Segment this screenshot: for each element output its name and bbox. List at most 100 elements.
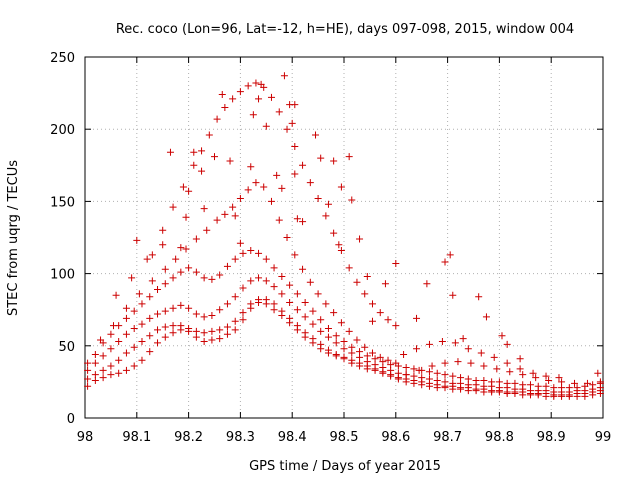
data-point xyxy=(368,300,376,308)
data-point xyxy=(441,371,449,379)
data-point xyxy=(99,374,107,382)
data-point xyxy=(146,332,154,340)
data-point xyxy=(84,382,92,390)
data-point xyxy=(425,340,433,348)
series-track-5 xyxy=(97,179,400,367)
data-point xyxy=(115,369,123,377)
y-tick-label: 100 xyxy=(50,268,75,283)
data-point xyxy=(441,258,449,266)
data-point xyxy=(179,183,187,191)
data-point xyxy=(545,376,553,384)
data-point xyxy=(177,322,185,330)
data-point xyxy=(216,326,224,334)
data-point xyxy=(309,320,317,328)
data-point xyxy=(216,271,224,279)
data-point xyxy=(169,274,177,282)
data-point xyxy=(130,343,138,351)
data-point xyxy=(130,324,138,332)
data-point xyxy=(138,320,146,328)
data-point xyxy=(371,355,379,363)
data-point xyxy=(128,274,136,282)
data-point xyxy=(309,335,317,343)
data-point xyxy=(146,293,154,301)
data-point xyxy=(309,307,317,315)
data-point xyxy=(169,322,177,330)
x-axis-label: GPS time / Days of year 2015 xyxy=(249,459,441,474)
data-point xyxy=(192,235,200,243)
data-point xyxy=(84,359,92,367)
data-point xyxy=(270,300,278,308)
data-point xyxy=(368,317,376,325)
data-point xyxy=(286,281,294,289)
data-point xyxy=(306,179,314,187)
data-point xyxy=(177,301,185,309)
series-track-7 xyxy=(400,337,563,382)
data-point xyxy=(506,368,514,376)
x-tick-label: 98.4 xyxy=(278,430,307,445)
y-tick-label: 0 xyxy=(67,412,75,427)
data-point xyxy=(345,153,353,161)
data-point xyxy=(239,284,247,292)
data-point xyxy=(278,307,286,315)
data-point xyxy=(154,326,162,334)
data-point xyxy=(314,195,322,203)
data-point xyxy=(267,197,275,205)
data-point xyxy=(291,101,299,109)
data-point xyxy=(317,316,325,324)
data-point xyxy=(244,82,252,90)
data-point xyxy=(200,274,208,282)
data-point xyxy=(477,349,485,357)
data-point xyxy=(200,313,208,321)
data-point xyxy=(542,382,550,390)
data-point xyxy=(273,171,281,179)
data-point xyxy=(425,368,433,376)
data-point xyxy=(565,384,573,392)
data-point xyxy=(154,339,162,347)
data-point xyxy=(231,293,239,301)
data-point xyxy=(337,319,345,327)
y-tick-label: 250 xyxy=(50,51,75,66)
data-point xyxy=(384,316,392,324)
data-point xyxy=(278,184,286,192)
data-point xyxy=(441,359,449,367)
series-track-4 xyxy=(84,246,604,392)
data-point xyxy=(122,314,130,322)
data-point xyxy=(97,336,105,344)
data-point xyxy=(205,131,213,139)
data-point xyxy=(286,314,294,322)
data-point xyxy=(270,283,278,291)
data-point xyxy=(185,324,193,332)
data-point xyxy=(480,362,488,370)
data-point xyxy=(107,362,115,370)
data-point xyxy=(107,371,115,379)
data-point xyxy=(262,122,270,130)
data-point xyxy=(516,355,524,363)
data-point xyxy=(200,205,208,213)
data-point xyxy=(231,255,239,263)
data-point xyxy=(340,353,348,361)
data-point xyxy=(148,251,156,259)
data-point xyxy=(223,262,231,270)
data-point xyxy=(262,255,270,263)
data-point xyxy=(229,95,237,103)
data-point xyxy=(348,356,356,364)
data-point xyxy=(353,336,361,344)
data-point xyxy=(322,300,330,308)
data-point xyxy=(275,108,283,116)
data-point xyxy=(433,376,441,384)
data-point xyxy=(312,131,320,139)
data-point xyxy=(198,167,206,175)
data-point xyxy=(247,300,255,308)
data-point xyxy=(130,362,138,370)
data-point xyxy=(161,265,169,273)
data-point xyxy=(283,125,291,133)
data-point xyxy=(239,249,247,257)
data-point xyxy=(255,296,263,304)
data-point xyxy=(410,365,418,373)
data-point xyxy=(213,115,221,123)
data-point xyxy=(368,349,376,357)
data-point xyxy=(213,216,221,224)
data-point xyxy=(340,345,348,353)
data-point xyxy=(449,372,457,380)
